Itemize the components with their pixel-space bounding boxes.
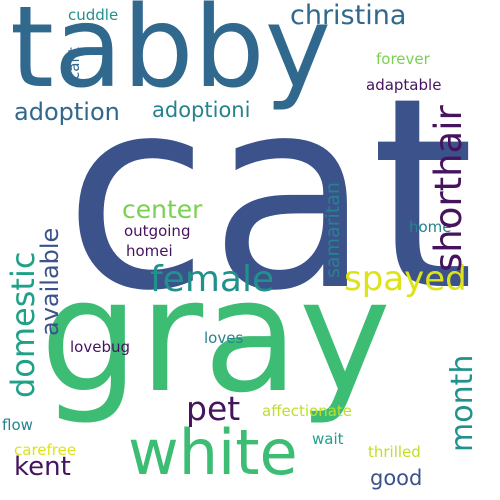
word-shorthair: shorthair (427, 105, 470, 272)
word-adoptioni: adoptioni (152, 98, 251, 122)
word-samaritan: samaritan (322, 182, 344, 278)
word-carefree: carefree (14, 441, 77, 459)
word-adoption: adoption (14, 98, 120, 126)
word-white: white (128, 416, 298, 489)
word-pet: pet (186, 389, 241, 428)
word-lovebug: lovebug (70, 338, 130, 356)
word-spayed: spayed (344, 259, 467, 299)
word-flow: flow (2, 416, 33, 434)
word-kent: kent (14, 452, 71, 482)
word-homei: homei (126, 242, 173, 260)
word-domestic: domestic (4, 251, 42, 398)
word-cuddle: cuddle (68, 6, 119, 24)
word-cat: cat (64, 42, 475, 349)
word-cant: cant (65, 47, 83, 80)
word-center: center (122, 195, 203, 224)
word-tabby: tabby (10, 0, 332, 113)
word-outgoing: outgoing (124, 222, 191, 240)
word-affectionate: affectionate (262, 402, 353, 420)
word-month: month (445, 354, 480, 452)
word-home: home (409, 218, 452, 236)
word-female: female (150, 259, 275, 300)
word-christina: christina (290, 0, 407, 31)
word-gray: gray (40, 245, 392, 427)
word-good: good (370, 466, 423, 490)
word-forever: forever (376, 50, 430, 68)
word-adaptable: adaptable (366, 76, 442, 94)
word-wait: wait (312, 430, 344, 448)
word-available: available (36, 227, 64, 336)
word-thrilled: thrilled (368, 443, 421, 461)
word-loves: loves (204, 329, 244, 347)
